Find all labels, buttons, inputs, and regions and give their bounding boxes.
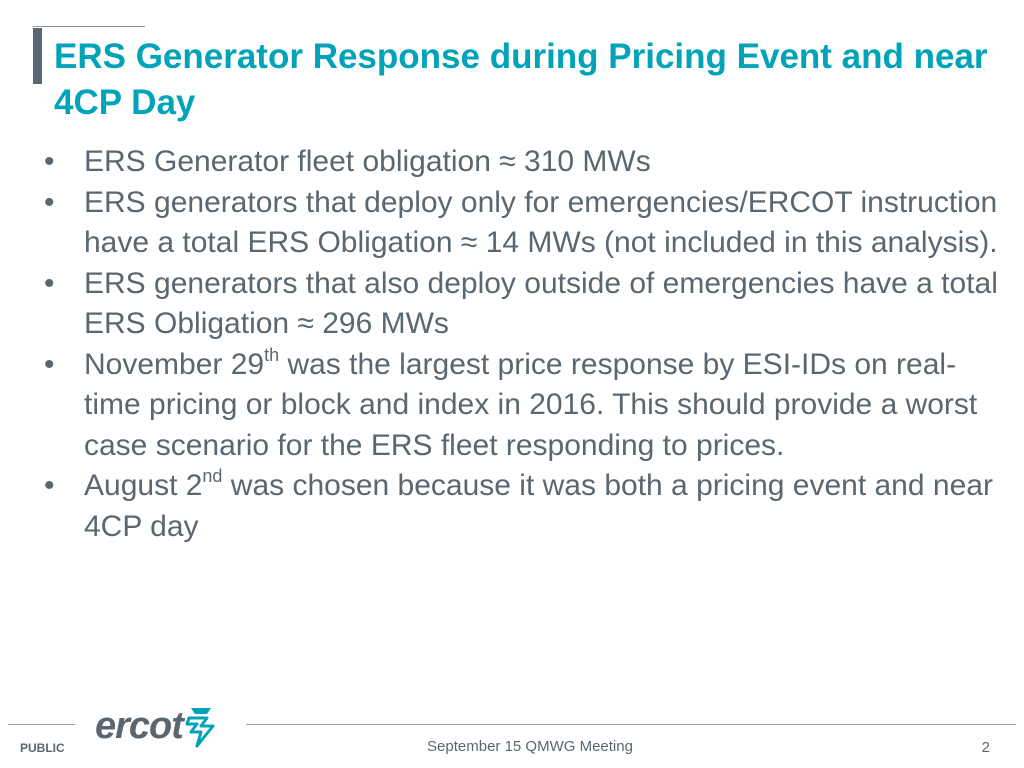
title-top-rule (33, 26, 145, 27)
title-accent-bar (33, 28, 42, 84)
ordinal-suffix: nd (202, 466, 223, 486)
bullet-text: ERS generators that deploy only for emer… (84, 185, 998, 260)
bullet-dot: • (44, 145, 55, 178)
bullet-item: • ERS generators that also deploy outsid… (44, 264, 1004, 345)
bullet-text-pre: August 2 (84, 469, 203, 502)
footer-rule-left (8, 724, 75, 725)
bullet-item: • ERS generators that deploy only for em… (44, 183, 1004, 264)
footer-rule-right (246, 724, 1016, 725)
bullet-dot: • (44, 266, 55, 300)
footer-classification: PUBLIC (20, 741, 65, 755)
bullet-text-pre: November 29 (84, 347, 265, 381)
bullet-text: ERS Generator fleet obligation ≈ 310 MWs (84, 145, 651, 178)
bullet-list: • ERS Generator fleet obligation ≈ 310 M… (44, 142, 1004, 547)
bullet-item: • August 2nd was chosen because it was b… (44, 466, 1004, 547)
bullet-text: ERS generators that also deploy outside … (84, 266, 998, 341)
bullet-dot: • (44, 347, 55, 381)
bullet-dot: • (44, 185, 55, 219)
ordinal-suffix: th (264, 344, 280, 365)
bullet-text-post: was the largest price response by ESI-ID… (84, 347, 978, 462)
page-number: 2 (981, 739, 990, 756)
slide-title: ERS Generator Response during Pricing Ev… (54, 37, 988, 122)
footer-meeting: September 15 QMWG Meeting (427, 738, 633, 755)
bullet-item: • November 29th was the largest price re… (44, 345, 1004, 467)
ercot-bolt-icon (185, 708, 215, 748)
ercot-logo: ercot (95, 700, 219, 752)
bullet-text-post: was chosen because it was both a pricing… (84, 469, 993, 543)
bullet-item: • ERS Generator fleet obligation ≈ 310 M… (44, 142, 1004, 183)
bullet-dot: • (44, 469, 55, 502)
logo-text: ercot (95, 705, 184, 747)
